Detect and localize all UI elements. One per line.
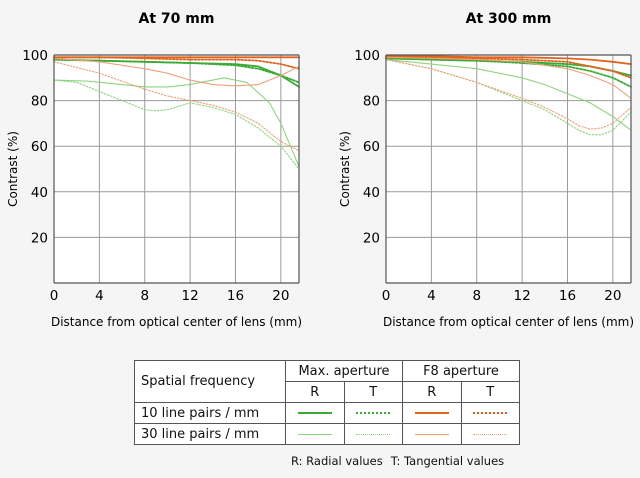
chart-title: At 300 mm: [466, 11, 552, 27]
note-tangential: T: Tangential values: [390, 454, 505, 468]
x-axis-label: Distance from optical center of lens (mm…: [51, 315, 302, 329]
legend-sub-r: R: [402, 381, 462, 403]
y-axis-label: Contrast (%): [6, 131, 20, 207]
legend-swatch-f810-t: [460, 402, 520, 424]
legend-sub-t: T: [343, 381, 403, 403]
y-tick-label: 80: [31, 94, 48, 110]
legend-sub-r: R: [285, 381, 345, 403]
plot-area: [54, 55, 299, 283]
y-tick-label: 20: [363, 230, 380, 246]
series-line: [53, 57, 300, 87]
plot-area: [386, 55, 631, 283]
legend-row-10: 10 line pairs / mm: [134, 402, 286, 424]
chart-panel-2: 0 4 8 12 16 20 20 40 60 80 100 At 300 mm Distance fr…: [338, 11, 634, 329]
legend-sub-t: T: [460, 381, 520, 403]
y-tick-label: 40: [31, 185, 48, 201]
y-tick-label: 100: [354, 48, 380, 64]
y-tick-label: 60: [31, 139, 48, 155]
series-line: [53, 56, 300, 70]
y-axis-label: Contrast (%): [338, 131, 352, 207]
legend-swatch-max10-r: [285, 402, 345, 424]
note-radial: R: Radial values: [291, 454, 383, 468]
legend-group-f8: F8 aperture: [402, 360, 520, 382]
series-line: [385, 59, 632, 130]
series-line: [385, 56, 632, 79]
x-tick-label: 0: [382, 288, 391, 304]
series-line: [385, 59, 632, 131]
x-tick-label: 12: [514, 288, 531, 304]
x-tick-label: 4: [95, 288, 104, 304]
series-line: [53, 61, 300, 152]
legend-swatch-max30-t: [343, 423, 403, 445]
y-tick-label: 60: [363, 139, 380, 155]
series-line: [385, 56, 632, 99]
x-axis-label: Distance from optical center of lens (mm…: [383, 315, 634, 329]
legend-swatch-max30-r: [285, 423, 345, 445]
legend-swatch-f830-t: [460, 423, 520, 445]
legend-swatch-f830-r: [402, 423, 462, 445]
x-tick-label: 16: [559, 288, 576, 304]
series-line: [53, 58, 300, 84]
legend-header: Spatial frequency: [134, 360, 286, 403]
legend-swatch-f810-r: [402, 402, 462, 424]
x-tick-label: 20: [272, 288, 289, 304]
legend-group-max: Max. aperture: [285, 360, 403, 382]
series-line: [53, 79, 300, 170]
y-tick-label: 40: [363, 185, 380, 201]
legend-table: Spatial frequency Max. aperture F8 apert…: [134, 360, 520, 445]
legend-swatch-max10-t: [343, 402, 403, 424]
x-tick-label: 4: [427, 288, 436, 304]
y-tick-label: 100: [22, 48, 48, 64]
x-tick-label: 8: [472, 288, 481, 304]
y-tick-label: 80: [363, 94, 380, 110]
series-line: [385, 55, 632, 65]
chart-title: At 70 mm: [139, 11, 215, 27]
x-tick-label: 16: [227, 288, 244, 304]
x-tick-label: 0: [50, 288, 59, 304]
x-tick-label: 12: [182, 288, 199, 304]
x-tick-label: 8: [140, 288, 149, 304]
chart-panel-1: 0 4 8 12 16 20 20 40 60 80 100 At 70 mm Distance fro…: [6, 11, 302, 329]
y-tick-label: 20: [31, 230, 48, 246]
legend-note: R: Radial values T: Tangential values: [291, 454, 512, 468]
x-tick-label: 20: [604, 288, 621, 304]
legend-row-30: 30 line pairs / mm: [134, 423, 286, 445]
